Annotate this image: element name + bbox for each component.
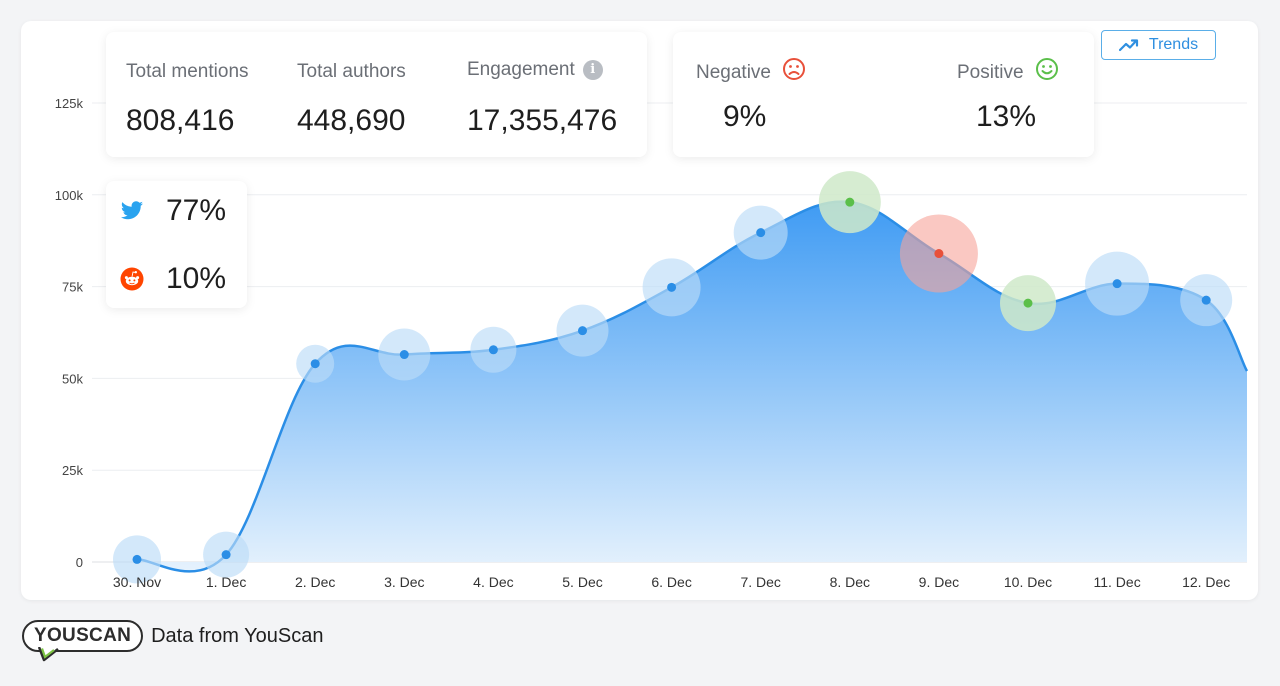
x-tick-label: 11. Dec xyxy=(1093,574,1140,590)
sad-face-icon xyxy=(783,58,806,80)
negative-label: Negative xyxy=(696,62,771,83)
reddit-share: 10% xyxy=(166,262,227,295)
positive-label-wrap: Positive xyxy=(957,57,1059,84)
y-tick-label: 125k xyxy=(55,96,84,111)
logo-speech-tail-icon xyxy=(38,647,59,662)
data-point[interactable] xyxy=(399,350,409,360)
engagement-value: 17,355,476 xyxy=(467,104,618,137)
happy-face-icon xyxy=(1035,58,1058,80)
sentiment-panel: Negative 9% Positive 13% xyxy=(673,32,1094,157)
negative-label-wrap: Negative xyxy=(696,57,806,84)
data-point[interactable] xyxy=(578,326,587,336)
x-tick-label: 7. Dec xyxy=(740,574,780,590)
data-point[interactable] xyxy=(488,345,498,355)
data-point[interactable] xyxy=(845,197,855,207)
engagement-label-wrap: Engagement i xyxy=(467,59,603,81)
source-row-reddit: 10% xyxy=(120,262,226,296)
footer-text: Data from YouScan xyxy=(151,624,324,647)
x-tick-label: 10. Dec xyxy=(1004,574,1052,590)
trends-button[interactable]: Trends xyxy=(1101,30,1216,60)
data-point[interactable] xyxy=(1023,298,1033,308)
negative-value: 9% xyxy=(723,100,767,133)
info-icon[interactable]: i xyxy=(582,60,603,80)
x-tick-label: 8. Dec xyxy=(830,574,870,590)
data-point[interactable] xyxy=(132,554,142,564)
sources-panel: 77% 10% xyxy=(106,181,247,308)
y-tick-label: 75k xyxy=(62,280,83,295)
x-tick-label: 9. Dec xyxy=(919,574,959,590)
x-tick-label: 4. Dec xyxy=(473,574,513,590)
mentions-chart: 30. Nov 1. Dec 2. Dec 3. Dec 4. Dec 5. Dec 6. … xyxy=(55,96,1249,590)
y-tick-label: 50k xyxy=(62,371,83,386)
engagement-label: Engagement xyxy=(467,59,575,80)
twitter-share: 77% xyxy=(166,194,227,227)
x-tick-label: 1. Dec xyxy=(206,574,246,590)
source-row-twitter: 77% xyxy=(120,194,226,228)
logo-text: YOUSCAN xyxy=(34,625,132,646)
y-tick-label: 0 xyxy=(76,555,83,570)
data-point[interactable] xyxy=(310,359,320,369)
chart-card: 30. Nov 1. Dec 2. Dec 3. Dec 4. Dec 5. Dec 6. … xyxy=(21,21,1258,600)
x-tick-label: 6. Dec xyxy=(651,574,691,590)
twitter-icon xyxy=(121,201,143,220)
area-fill xyxy=(137,201,1247,572)
x-tick-label: 12. Dec xyxy=(1182,574,1230,590)
trending-up-icon xyxy=(1118,39,1138,52)
data-point[interactable] xyxy=(934,249,944,259)
total-authors-label: Total authors xyxy=(297,61,406,82)
reddit-icon xyxy=(120,267,144,291)
data-point[interactable] xyxy=(1201,295,1211,305)
x-tick-label: 3. Dec xyxy=(384,574,424,590)
y-tick-label: 100k xyxy=(55,188,84,203)
total-authors-value: 448,690 xyxy=(297,104,406,137)
data-point[interactable] xyxy=(667,282,677,292)
x-tick-label: 2. Dec xyxy=(295,574,335,590)
total-mentions-label: Total mentions xyxy=(126,61,249,82)
data-point[interactable] xyxy=(756,228,766,238)
positive-label: Positive xyxy=(957,62,1024,83)
youscan-logo: YOUSCAN xyxy=(22,620,144,662)
y-tick-label: 25k xyxy=(62,463,83,478)
x-tick-label: 30. Nov xyxy=(113,574,161,590)
trends-button-label: Trends xyxy=(1148,36,1199,53)
total-mentions-value: 808,416 xyxy=(126,104,235,137)
positive-value: 13% xyxy=(976,100,1037,133)
data-point[interactable] xyxy=(1112,279,1122,289)
stats-panel: Total mentions 808,416 Total authors 448… xyxy=(106,32,647,157)
data-point[interactable] xyxy=(221,550,231,560)
footer: YOUSCAN Data from YouScan xyxy=(22,620,324,662)
x-tick-label: 5. Dec xyxy=(562,574,602,590)
